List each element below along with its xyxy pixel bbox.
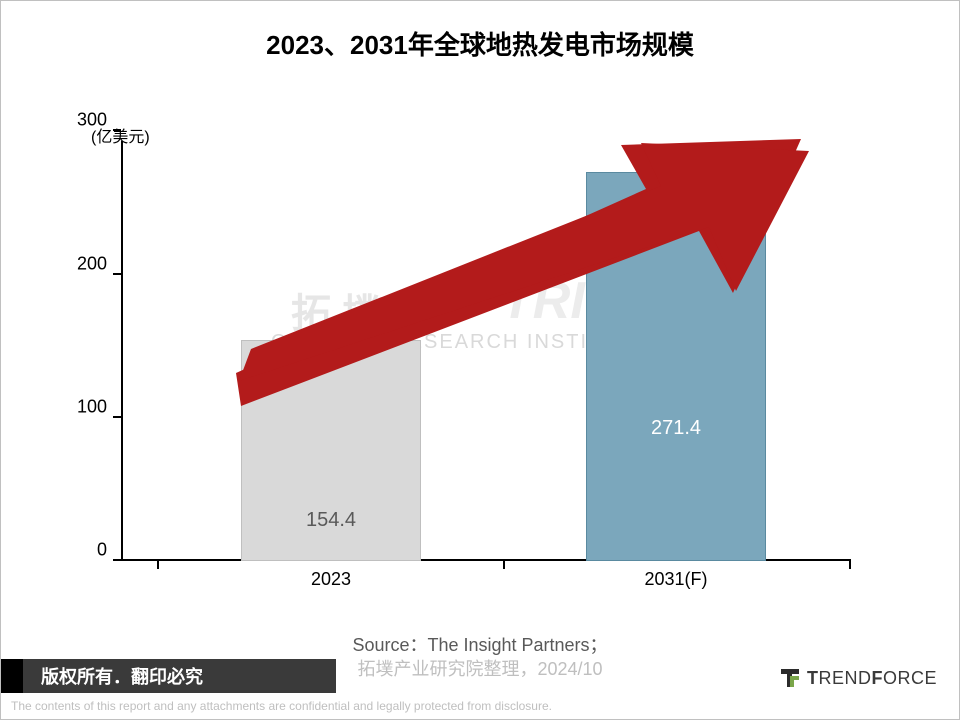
bar-2023-value: 154.4	[242, 509, 420, 532]
watermark-logo: 拓 墣	[291, 281, 382, 339]
y-tick-mark-300	[113, 129, 121, 131]
y-tick-mark-200	[113, 273, 121, 275]
y-tick-200: 200	[77, 254, 107, 275]
y-tick-mark-0	[113, 559, 121, 561]
disclaimer-text: The contents of this report and any atta…	[11, 699, 552, 713]
trendforce-icon	[779, 667, 801, 689]
x-label-2031f: 2031(F)	[644, 569, 707, 590]
x-tick-mark-c	[849, 561, 851, 569]
chart-title: 2023、2031年全球地热发电市场规模	[1, 25, 959, 62]
copyright-text: 版权所有．翻印必究	[41, 663, 203, 689]
x-tick-mark-a	[157, 561, 159, 569]
bar-2031f-value: 271.4	[587, 417, 765, 440]
y-tick-mark-100	[113, 416, 121, 418]
brand-name: TRENDFORCE	[807, 668, 937, 689]
footer-bar: 版权所有．翻印必究	[1, 659, 336, 693]
x-label-2023: 2023	[311, 569, 351, 590]
source-line-1: Source：The Insight Partners；	[1, 631, 959, 657]
y-tick-300: 300	[77, 110, 107, 131]
watermark-tri: TRI	[501, 271, 597, 331]
bar-2023: 154.4	[241, 340, 421, 561]
y-axis	[121, 141, 123, 561]
slide: 2023、2031年全球地热发电市场规模 拓 墣 OPOLOGY RESEARC…	[0, 0, 960, 720]
footer-accent	[1, 659, 23, 693]
bar-2031f: 271.4	[586, 172, 766, 561]
bar-chart: 拓 墣 OPOLOGY RESEARCH INSTITUTE TRI (亿美元)…	[121, 131, 851, 561]
y-tick-100: 100	[77, 397, 107, 418]
x-tick-mark-b	[503, 561, 505, 569]
y-tick-0: 0	[97, 540, 107, 561]
brand-logo: TRENDFORCE	[779, 667, 937, 689]
